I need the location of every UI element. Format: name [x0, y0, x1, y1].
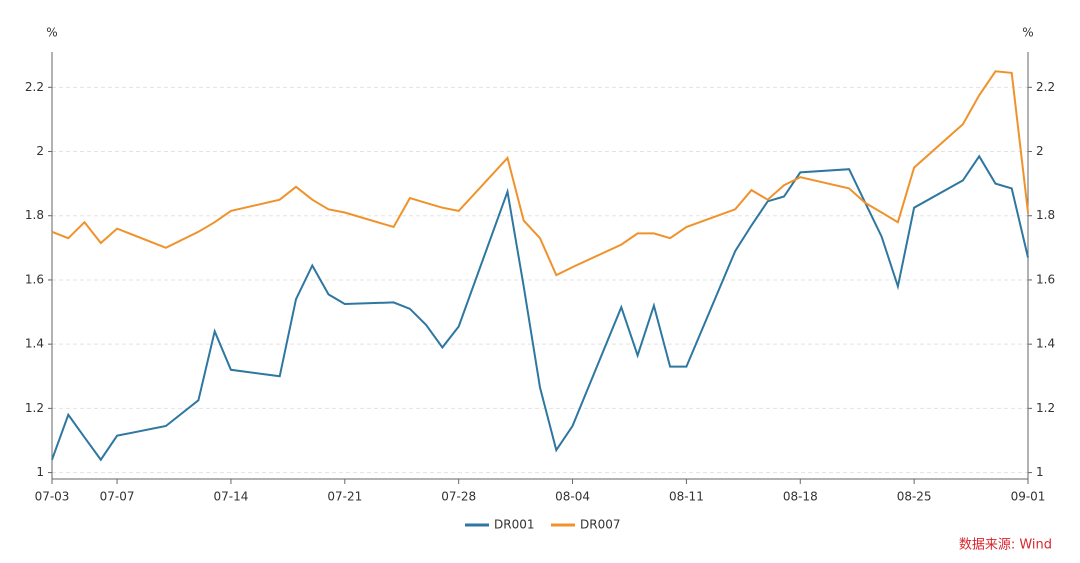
y2-tick-label: 1.4 [1036, 337, 1055, 351]
y-tick-label: 1.8 [25, 208, 44, 222]
legend-label: DR001 [494, 518, 534, 532]
x-tick-label: 07-14 [213, 490, 248, 504]
x-tick-label: 09-01 [1011, 490, 1046, 504]
y2-tick-label: 1 [1036, 465, 1044, 479]
series-line [51, 154, 1029, 462]
y-tick-label: 1.2 [25, 401, 44, 415]
legend-label: DR007 [580, 518, 620, 532]
y2-tick-label: 1.8 [1036, 208, 1055, 222]
y-tick-label: 1.4 [25, 337, 44, 351]
y-tick-label: 1.6 [25, 272, 44, 286]
series-line [51, 70, 1029, 277]
x-tick-label: 08-11 [669, 490, 704, 504]
y2-unit: % [1022, 26, 1033, 40]
source-note: 数据来源: Wind [959, 538, 1052, 553]
y2-tick-label: 2.2 [1036, 80, 1055, 94]
y2-tick-label: 1.2 [1036, 401, 1055, 415]
y-unit: % [46, 26, 57, 40]
x-tick-label: 08-04 [555, 490, 590, 504]
x-tick-label: 08-18 [783, 490, 818, 504]
y-tick-label: 2.2 [25, 80, 44, 94]
x-tick-label: 07-21 [327, 490, 362, 504]
y-tick-label: 1 [36, 465, 44, 479]
y-tick-label: 2 [36, 144, 44, 158]
y2-tick-label: 1.6 [1036, 272, 1055, 286]
y2-tick-label: 2 [1036, 144, 1044, 158]
x-tick-label: 07-07 [100, 490, 135, 504]
x-tick-label: 07-03 [35, 490, 70, 504]
x-tick-label: 08-25 [897, 490, 932, 504]
x-tick-label: 07-28 [441, 490, 476, 504]
